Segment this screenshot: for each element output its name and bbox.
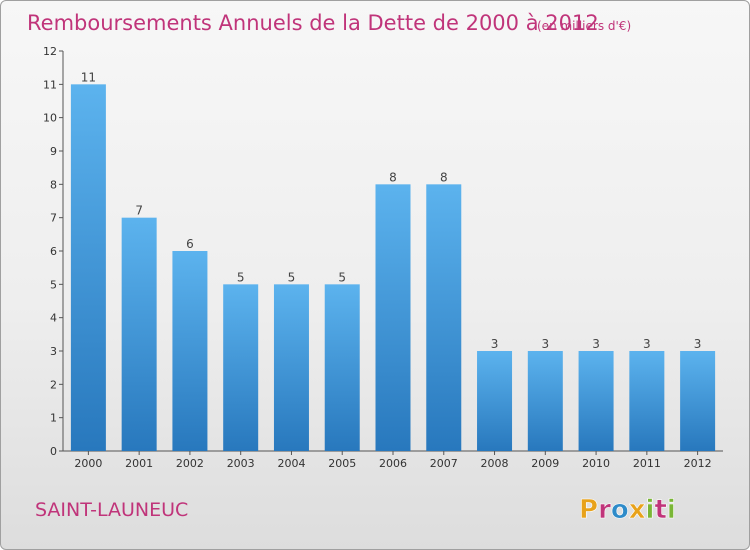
bar [223, 284, 259, 451]
x-tick-label: 2007 [430, 457, 458, 470]
y-tick-label: 11 [43, 78, 57, 91]
bar [273, 284, 309, 451]
y-tick-label: 2 [50, 378, 57, 391]
x-tick-label: 2001 [125, 457, 153, 470]
bar [426, 184, 462, 452]
x-axis: 2000 2001 2002 2003 2004 2005 2006 2007 2008 2009… [63, 450, 723, 470]
bars [70, 84, 716, 452]
data-labels: 11 7 6 5 5 5 8 8 3 3 3 3 3 [81, 70, 702, 351]
bar-data-label: 3 [643, 337, 651, 351]
y-tick-label: 0 [50, 445, 57, 458]
x-tick-label: 2005 [328, 457, 356, 470]
x-tick-label: 2009 [531, 457, 559, 470]
bar-data-label: 3 [694, 337, 702, 351]
x-tick-label: 2004 [277, 457, 305, 470]
bar [477, 351, 513, 451]
bar [324, 284, 360, 451]
bar-data-label: 3 [541, 337, 549, 351]
bar-data-label: 11 [81, 70, 96, 84]
y-tick-label: 8 [50, 178, 57, 191]
bar [70, 84, 106, 451]
bar-data-label: 5 [288, 270, 296, 284]
y-tick-label: 1 [50, 412, 57, 425]
x-tick-label: 2011 [633, 457, 661, 470]
bar [121, 217, 157, 451]
bar [527, 351, 563, 451]
x-tick-label: 2008 [481, 457, 509, 470]
bar [629, 351, 665, 451]
y-tick-label: 3 [50, 345, 57, 358]
commune-name: SAINT-LAUNEUC [35, 499, 188, 521]
bar [172, 251, 208, 451]
bar-data-label: 5 [338, 270, 346, 284]
bar [375, 184, 411, 452]
chart-subtitle: (en milliers d'€) [537, 19, 631, 33]
chart-title: Remboursements Annuels de la Dette de 20… [27, 11, 599, 35]
logo-text: Proxiti [579, 495, 676, 525]
bar [578, 351, 614, 451]
x-tick-label: 2002 [176, 457, 204, 470]
bar-data-label: 8 [440, 170, 448, 184]
x-tick-label: 2010 [582, 457, 610, 470]
y-tick-label: 9 [50, 145, 57, 158]
y-tick-label: 12 [43, 45, 57, 58]
bar-data-label: 5 [237, 270, 245, 284]
y-tick-label: 4 [50, 312, 57, 325]
bar-data-label: 3 [592, 337, 600, 351]
bar [680, 351, 716, 451]
y-tick-label: 7 [50, 212, 57, 225]
bar-data-label: 6 [186, 237, 194, 251]
y-tick-label: 10 [43, 112, 57, 125]
bar-data-label: 7 [135, 204, 143, 218]
bar-data-label: 8 [389, 170, 397, 184]
proxiti-logo: Proxiti [579, 495, 676, 526]
x-tick-label: 2006 [379, 457, 407, 470]
x-tick-label: 2003 [227, 457, 255, 470]
x-tick-label: 2012 [684, 457, 712, 470]
y-tick-label: 6 [50, 245, 57, 258]
bar-data-label: 3 [491, 337, 499, 351]
x-tick-label: 2000 [74, 457, 102, 470]
y-tick-label: 5 [50, 278, 57, 291]
